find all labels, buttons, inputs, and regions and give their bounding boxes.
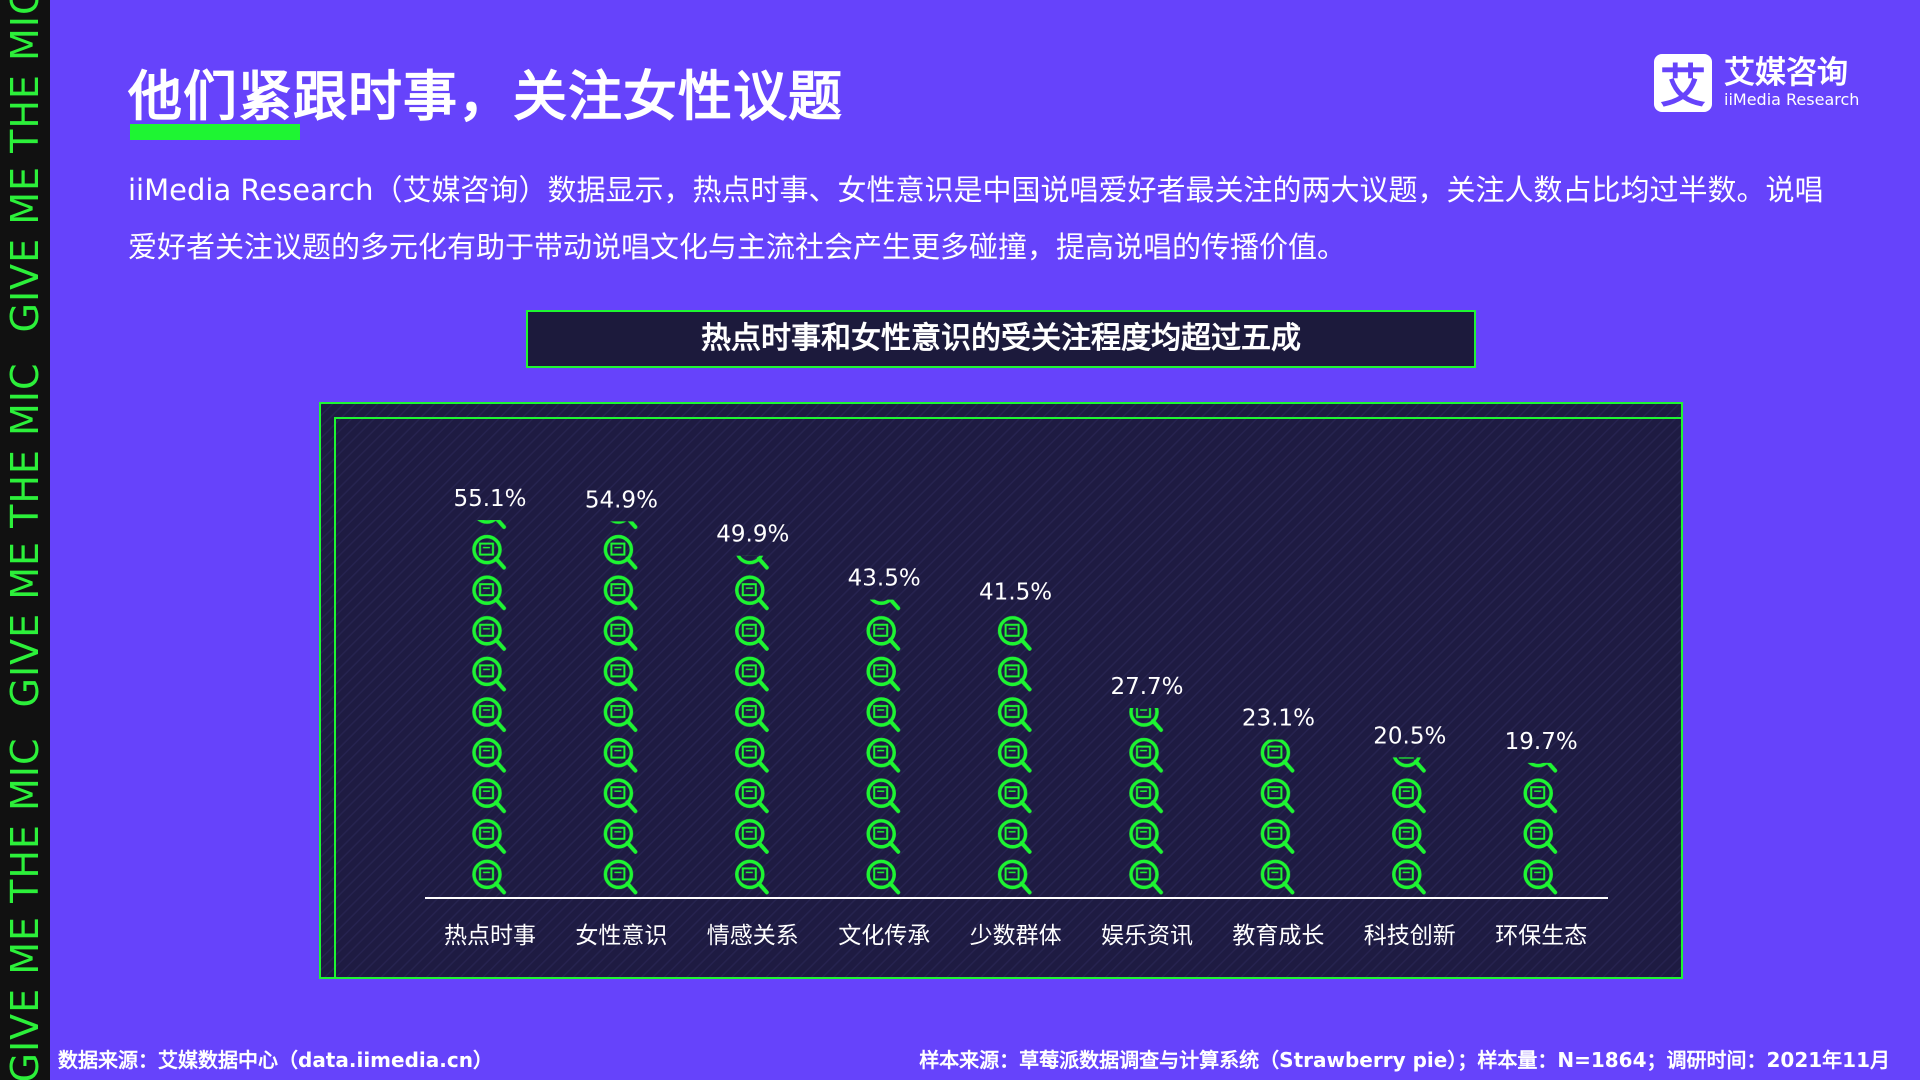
- bar: [1352, 757, 1468, 898]
- bar: [695, 555, 811, 898]
- logo-icon: 艾: [1654, 54, 1712, 113]
- description: iiMedia Research（艾媒咨询）数据显示，热点时事、女性意识是中国说…: [128, 173, 1824, 264]
- x-tick-label: 娱乐资讯: [1101, 923, 1193, 949]
- value-label: 55.1%: [453, 486, 526, 512]
- x-tick-label: 教育成长: [1232, 923, 1324, 949]
- logo-sub: iiMedia Research: [1724, 90, 1860, 109]
- source: 数据来源：艾媒数据中心（data.iimedia.cn）: [58, 1048, 493, 1072]
- x-tick-label: 热点时事: [444, 923, 536, 949]
- value-label: 19.7%: [1505, 729, 1578, 755]
- value-label: 49.9%: [716, 522, 789, 548]
- x-tick-label: 少数群体: [970, 923, 1062, 949]
- x-tick-label: 女性意识: [575, 923, 667, 949]
- value-label: 27.7%: [1110, 674, 1183, 700]
- title-underline: [130, 124, 300, 140]
- value-label: 43.5%: [848, 566, 921, 592]
- bar: [1483, 762, 1599, 898]
- side-text: GIVE ME THE MIC: [3, 362, 47, 708]
- bar: [563, 521, 680, 898]
- logo-name: 艾媒咨询: [1724, 55, 1848, 91]
- bar: [432, 520, 548, 898]
- side-strip: GIVE ME THE MIC GIVE ME THE MIC GIVE ME …: [0, 0, 50, 1080]
- logo: 艾 艾媒咨询 iiMedia Research: [1654, 54, 1859, 113]
- value-label: 54.9%: [585, 487, 658, 513]
- logo-text: 艾媒咨询 iiMedia Research: [1724, 56, 1859, 110]
- bar: [957, 613, 1074, 898]
- x-tick-label: 科技创新: [1364, 923, 1456, 949]
- x-tick-label: 情感关系: [707, 923, 799, 949]
- value-label: 23.1%: [1242, 706, 1315, 732]
- x-tick-label: 环保生态: [1495, 923, 1587, 949]
- bar: [826, 599, 942, 898]
- x-tick-label: 文化传承: [838, 923, 930, 949]
- chart-title: 热点时事和女性意识的受关注程度均超过五成: [526, 310, 1476, 368]
- bar: [1220, 739, 1337, 898]
- value-label: 41.5%: [979, 579, 1052, 605]
- chart-inner-frame: [334, 417, 1683, 979]
- chart-frame: [319, 402, 1683, 979]
- page-title: 他们紧跟时事，关注女性议题: [128, 65, 843, 128]
- bar: [1089, 707, 1205, 898]
- sample-info: 样本来源：草莓派数据调查与计算系统（Strawberry pie）；样本量：N=…: [919, 1048, 1890, 1072]
- value-label: 20.5%: [1373, 723, 1446, 749]
- side-text: GIVE ME THE MIC: [3, 0, 47, 333]
- side-text: GIVE ME THE MIC: [3, 737, 47, 1080]
